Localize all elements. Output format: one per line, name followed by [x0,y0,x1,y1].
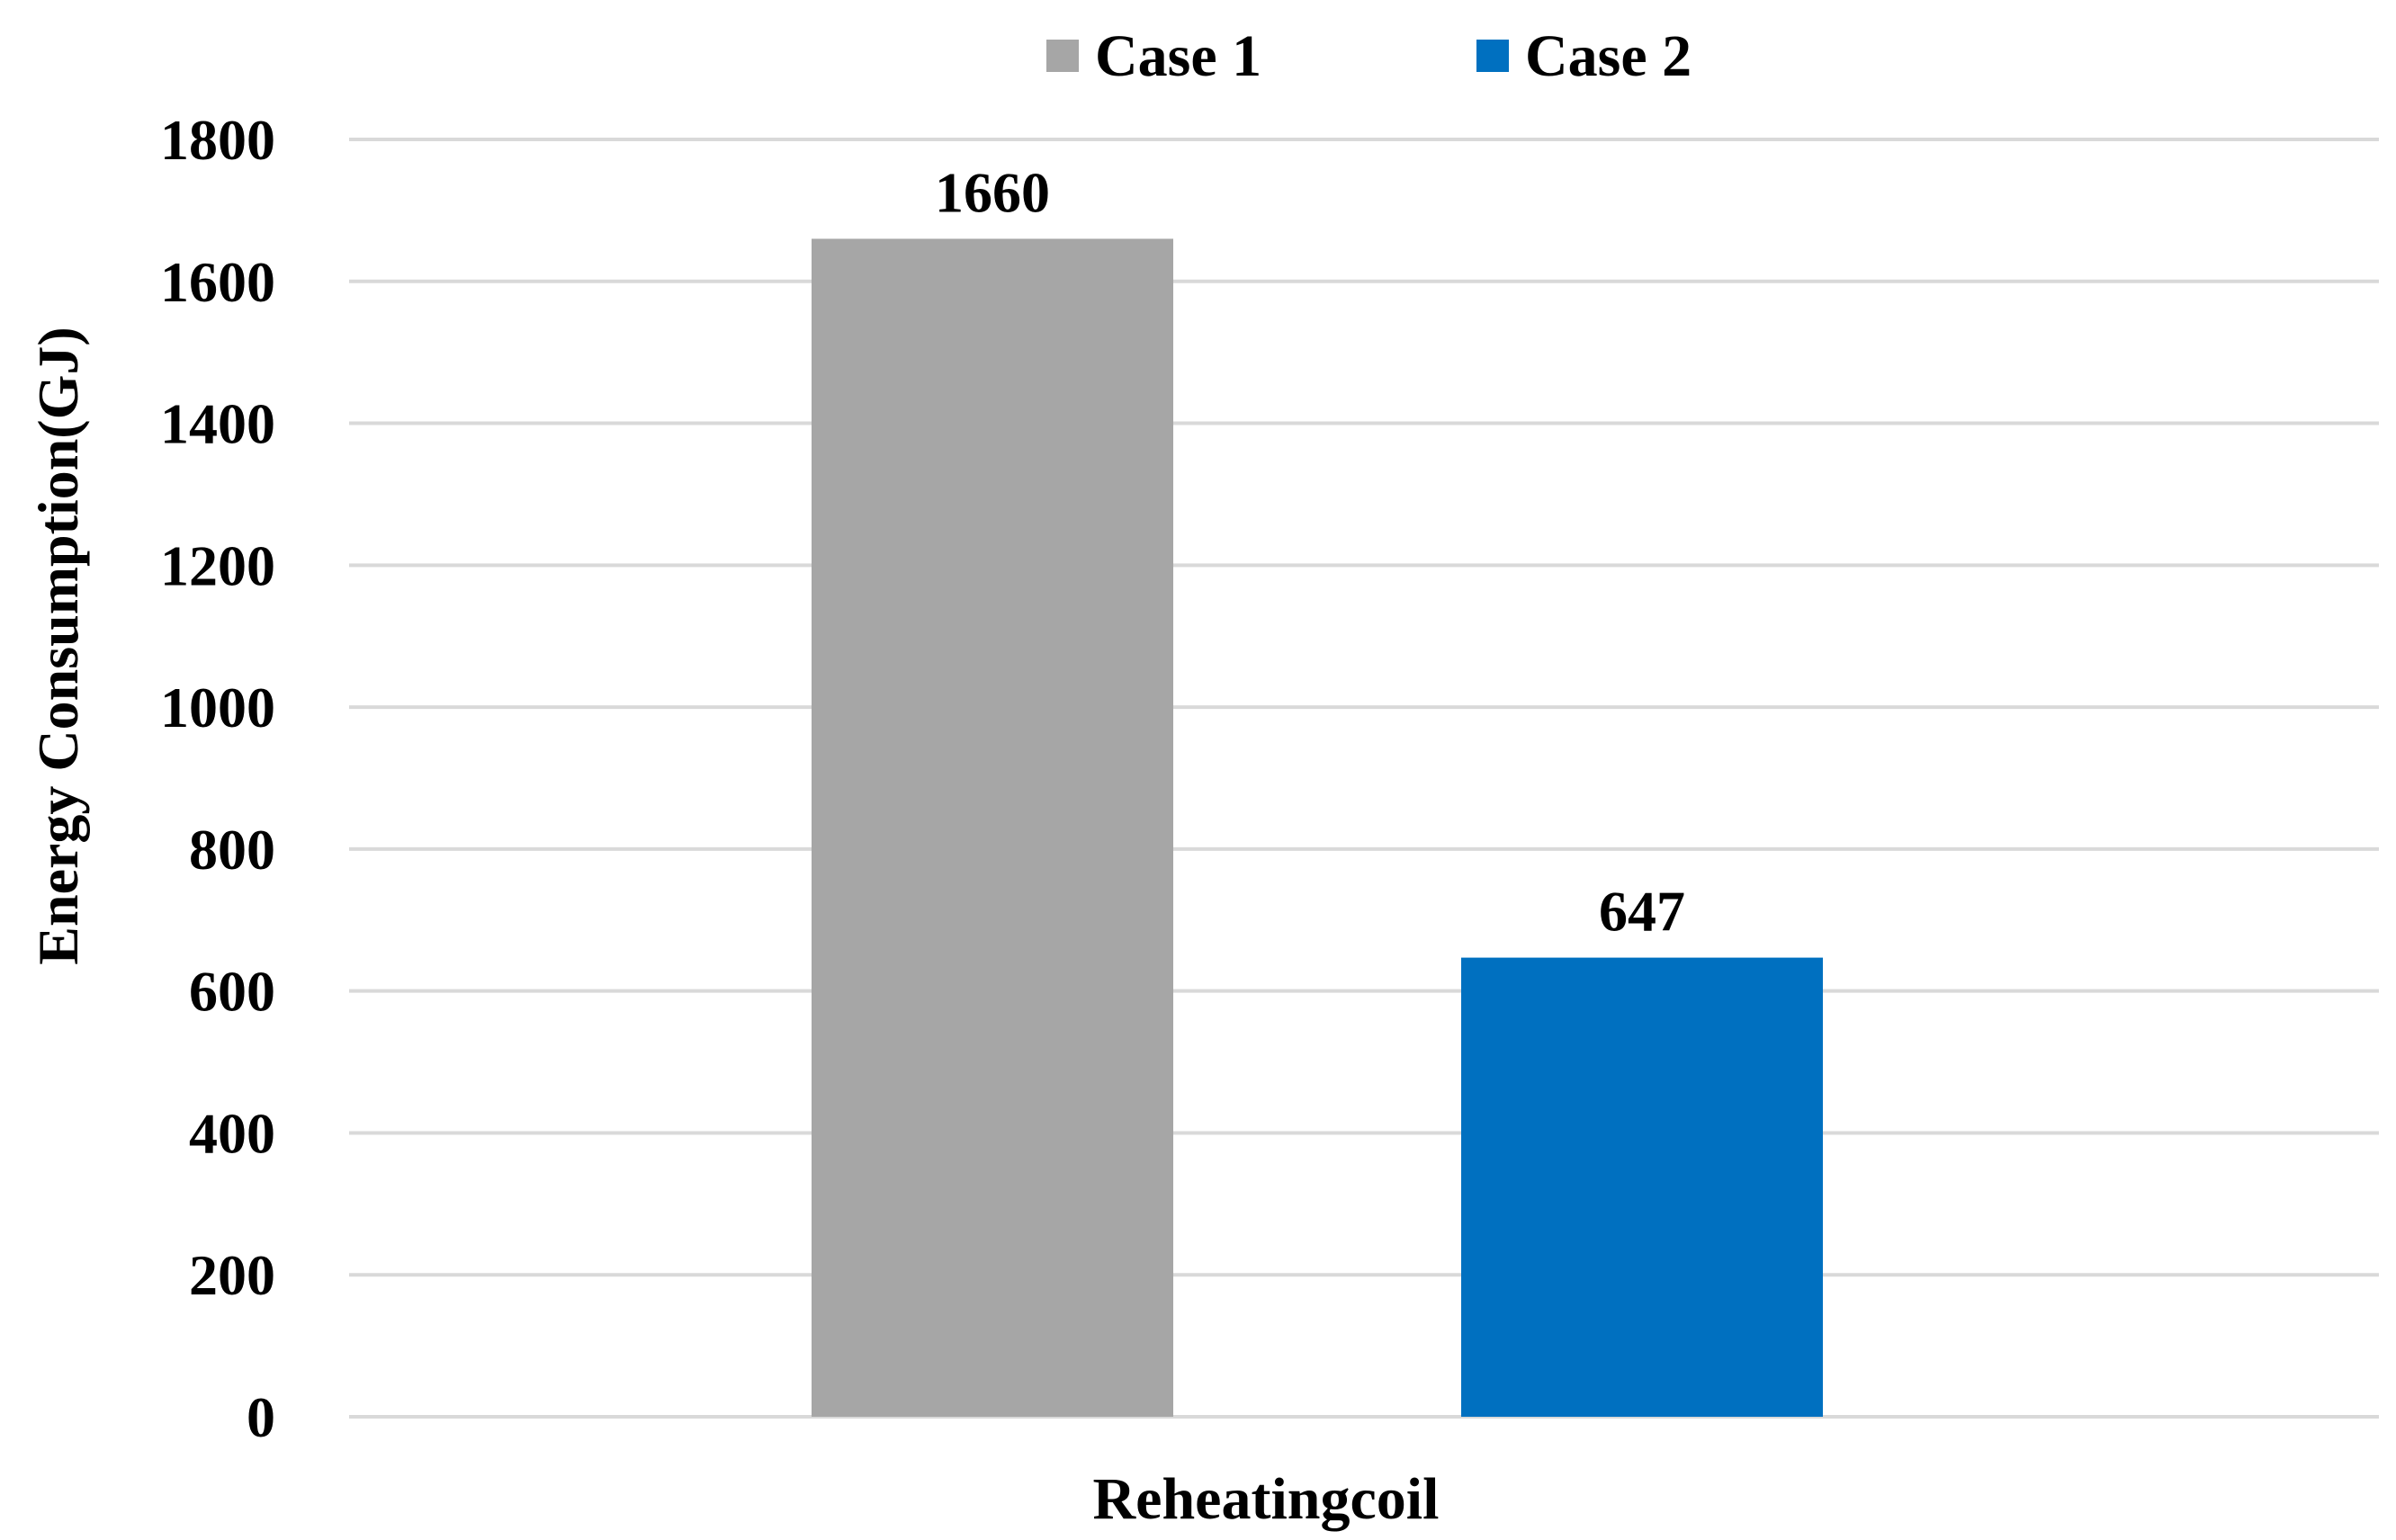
y-tick-label: 1000 [160,676,275,739]
y-tick-label: 1400 [160,392,275,456]
data-label-case-2: 647 [1599,880,1685,944]
legend-swatch-case-1 [1046,40,1079,72]
y-tick-label: 200 [189,1243,275,1307]
legend-label-case-1: Case 1 [1095,23,1261,89]
bar-case-1 [812,238,1173,1417]
y-tick-label: 1800 [160,108,275,172]
bars [812,238,1823,1417]
bar-case-2 [1461,957,1823,1417]
legend-label-case-2: Case 2 [1525,23,1692,89]
y-axis-ticks: 0 200 400 600 800 1000 1200 1400 1600 1800 [160,108,275,1449]
y-tick-label: 1600 [160,250,275,314]
data-label-case-1: 1660 [935,160,1050,224]
gridlines [349,138,2379,1419]
y-axis-title: Energy Consumption(GJ) [26,327,90,964]
y-tick-label: 400 [189,1101,275,1165]
legend: Case 1 Case 2 [1046,23,1692,89]
y-tick-label: 600 [189,960,275,1024]
data-labels: 1660 647 [935,160,1685,943]
y-tick-label: 0 [247,1385,275,1449]
x-axis-category-label: Reheatingcoil [1093,1466,1440,1532]
y-tick-label: 800 [189,818,275,882]
y-tick-label: 1200 [160,533,275,597]
legend-swatch-case-2 [1476,40,1509,72]
